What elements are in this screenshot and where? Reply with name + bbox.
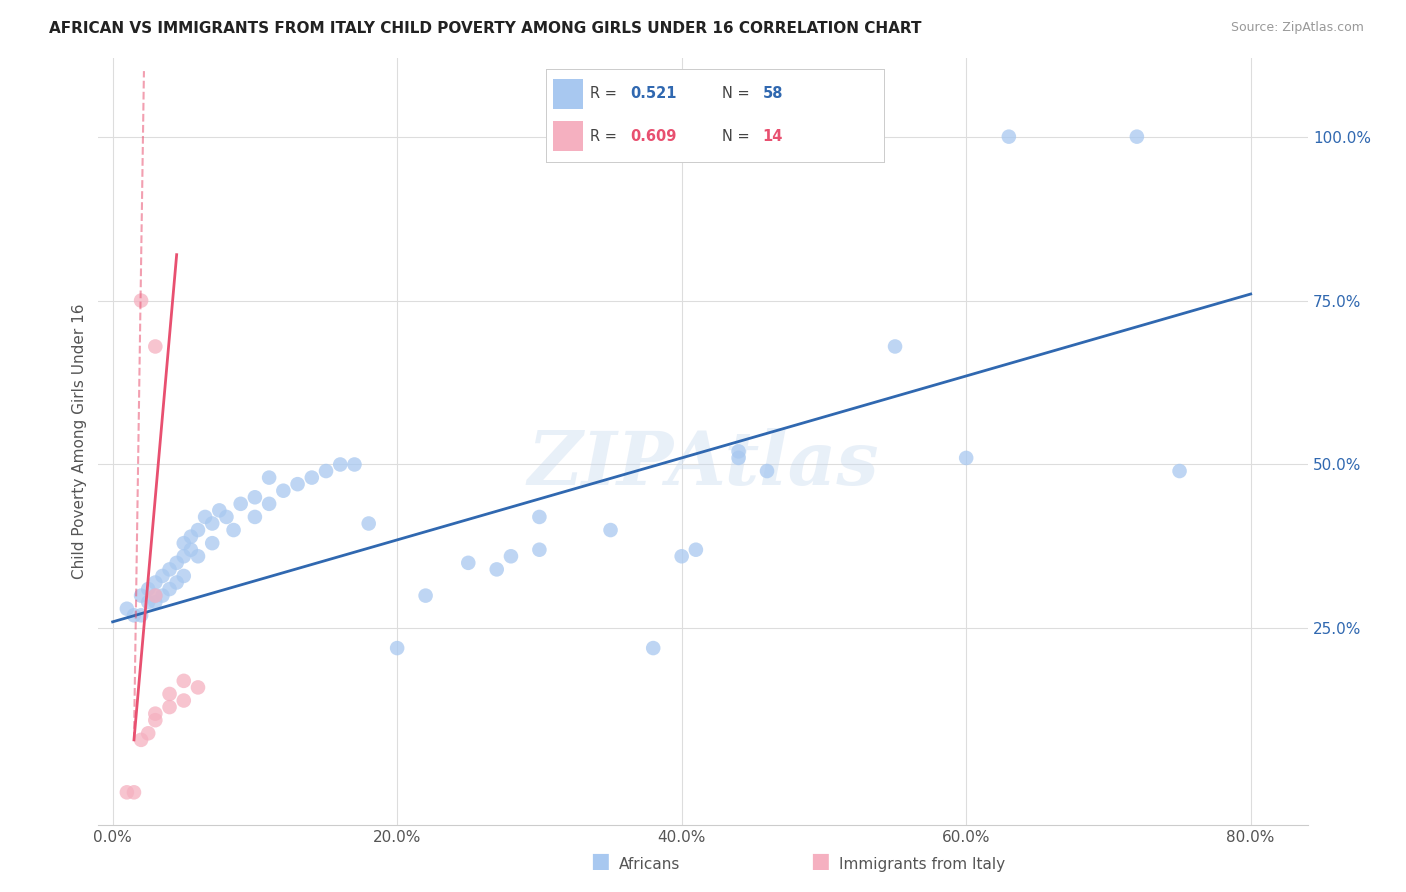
Point [257, 470, 280, 484]
Point [884, 339, 907, 353]
Point [187, 549, 209, 564]
Point [273, 483, 295, 498]
Point [143, 713, 166, 727]
Point [643, 641, 665, 656]
Text: ZIPAtlas: ZIPAtlas [527, 428, 879, 500]
Point [499, 549, 522, 564]
Point [955, 450, 977, 465]
Point [727, 444, 749, 458]
Point [599, 523, 621, 537]
Point [122, 608, 145, 623]
Point [529, 510, 551, 524]
Point [173, 569, 195, 583]
Point [257, 497, 280, 511]
Point [173, 549, 195, 564]
Point [756, 464, 779, 478]
Point [143, 706, 166, 721]
Point [173, 673, 195, 688]
Y-axis label: Child Poverty Among Girls Under 16: Child Poverty Among Girls Under 16 [72, 304, 87, 579]
Text: Source: ZipAtlas.com: Source: ZipAtlas.com [1230, 21, 1364, 35]
Point [173, 536, 195, 550]
Point [129, 608, 152, 623]
Point [166, 556, 188, 570]
Point [229, 497, 252, 511]
Point [315, 464, 337, 478]
Point [180, 542, 202, 557]
Point [243, 510, 266, 524]
Point [143, 589, 166, 603]
Point [194, 510, 217, 524]
Point [143, 575, 166, 590]
Point [329, 458, 352, 472]
Point [243, 490, 266, 504]
Point [129, 589, 152, 603]
Point [529, 542, 551, 557]
Point [385, 641, 408, 656]
Text: Africans: Africans [619, 857, 681, 872]
Point [115, 601, 138, 615]
Point [485, 562, 508, 576]
Point [357, 516, 380, 531]
Point [173, 693, 195, 707]
Point [222, 523, 245, 537]
Point [115, 785, 138, 799]
Point [201, 536, 224, 550]
Point [143, 339, 166, 353]
Point [1126, 129, 1149, 144]
Point [143, 595, 166, 609]
Point [159, 700, 181, 714]
Point [136, 582, 159, 596]
Point [415, 589, 437, 603]
Text: ■: ■ [810, 852, 830, 871]
Point [129, 732, 152, 747]
Point [998, 129, 1021, 144]
Point [122, 785, 145, 799]
Point [287, 477, 309, 491]
Point [1168, 464, 1191, 478]
Point [129, 293, 152, 308]
Point [457, 556, 479, 570]
Point [215, 510, 238, 524]
Point [136, 726, 159, 740]
Point [671, 549, 693, 564]
Point [136, 595, 159, 609]
Point [301, 470, 323, 484]
Point [187, 523, 209, 537]
Text: ■: ■ [591, 852, 610, 871]
Point [187, 681, 209, 695]
Point [143, 589, 166, 603]
Point [159, 562, 181, 576]
Point [152, 569, 174, 583]
Point [343, 458, 366, 472]
Point [685, 542, 707, 557]
Point [159, 687, 181, 701]
Point [166, 575, 188, 590]
Text: AFRICAN VS IMMIGRANTS FROM ITALY CHILD POVERTY AMONG GIRLS UNDER 16 CORRELATION : AFRICAN VS IMMIGRANTS FROM ITALY CHILD P… [49, 21, 922, 37]
Point [201, 516, 224, 531]
Point [727, 450, 749, 465]
Point [180, 530, 202, 544]
Point [159, 582, 181, 596]
Point [208, 503, 231, 517]
Text: Immigrants from Italy: Immigrants from Italy [839, 857, 1005, 872]
Point [152, 589, 174, 603]
